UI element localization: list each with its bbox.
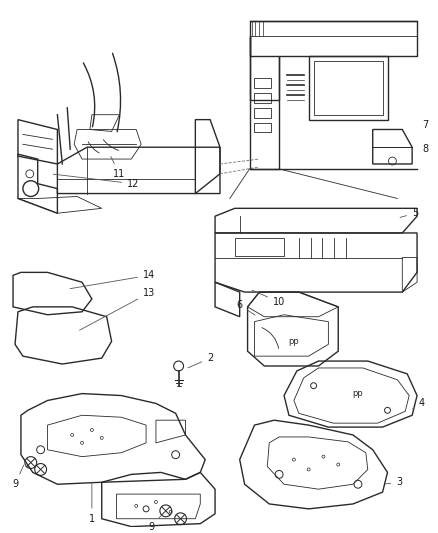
Text: 10: 10 bbox=[252, 290, 285, 307]
Text: 7: 7 bbox=[422, 119, 428, 130]
Text: 1: 1 bbox=[89, 482, 95, 524]
Text: 11: 11 bbox=[111, 157, 126, 179]
Text: 2: 2 bbox=[188, 353, 213, 368]
Text: pp: pp bbox=[353, 389, 363, 398]
Text: 9: 9 bbox=[12, 465, 24, 489]
Text: 4: 4 bbox=[413, 399, 425, 409]
Text: 8: 8 bbox=[422, 144, 428, 154]
Text: 13: 13 bbox=[80, 288, 155, 330]
Text: 9: 9 bbox=[148, 516, 161, 531]
Text: 12: 12 bbox=[53, 174, 139, 189]
Text: 3: 3 bbox=[385, 477, 403, 487]
Text: pp: pp bbox=[289, 337, 299, 346]
Text: 5: 5 bbox=[400, 208, 418, 218]
Text: 6: 6 bbox=[237, 300, 255, 315]
Text: 14: 14 bbox=[70, 270, 155, 289]
